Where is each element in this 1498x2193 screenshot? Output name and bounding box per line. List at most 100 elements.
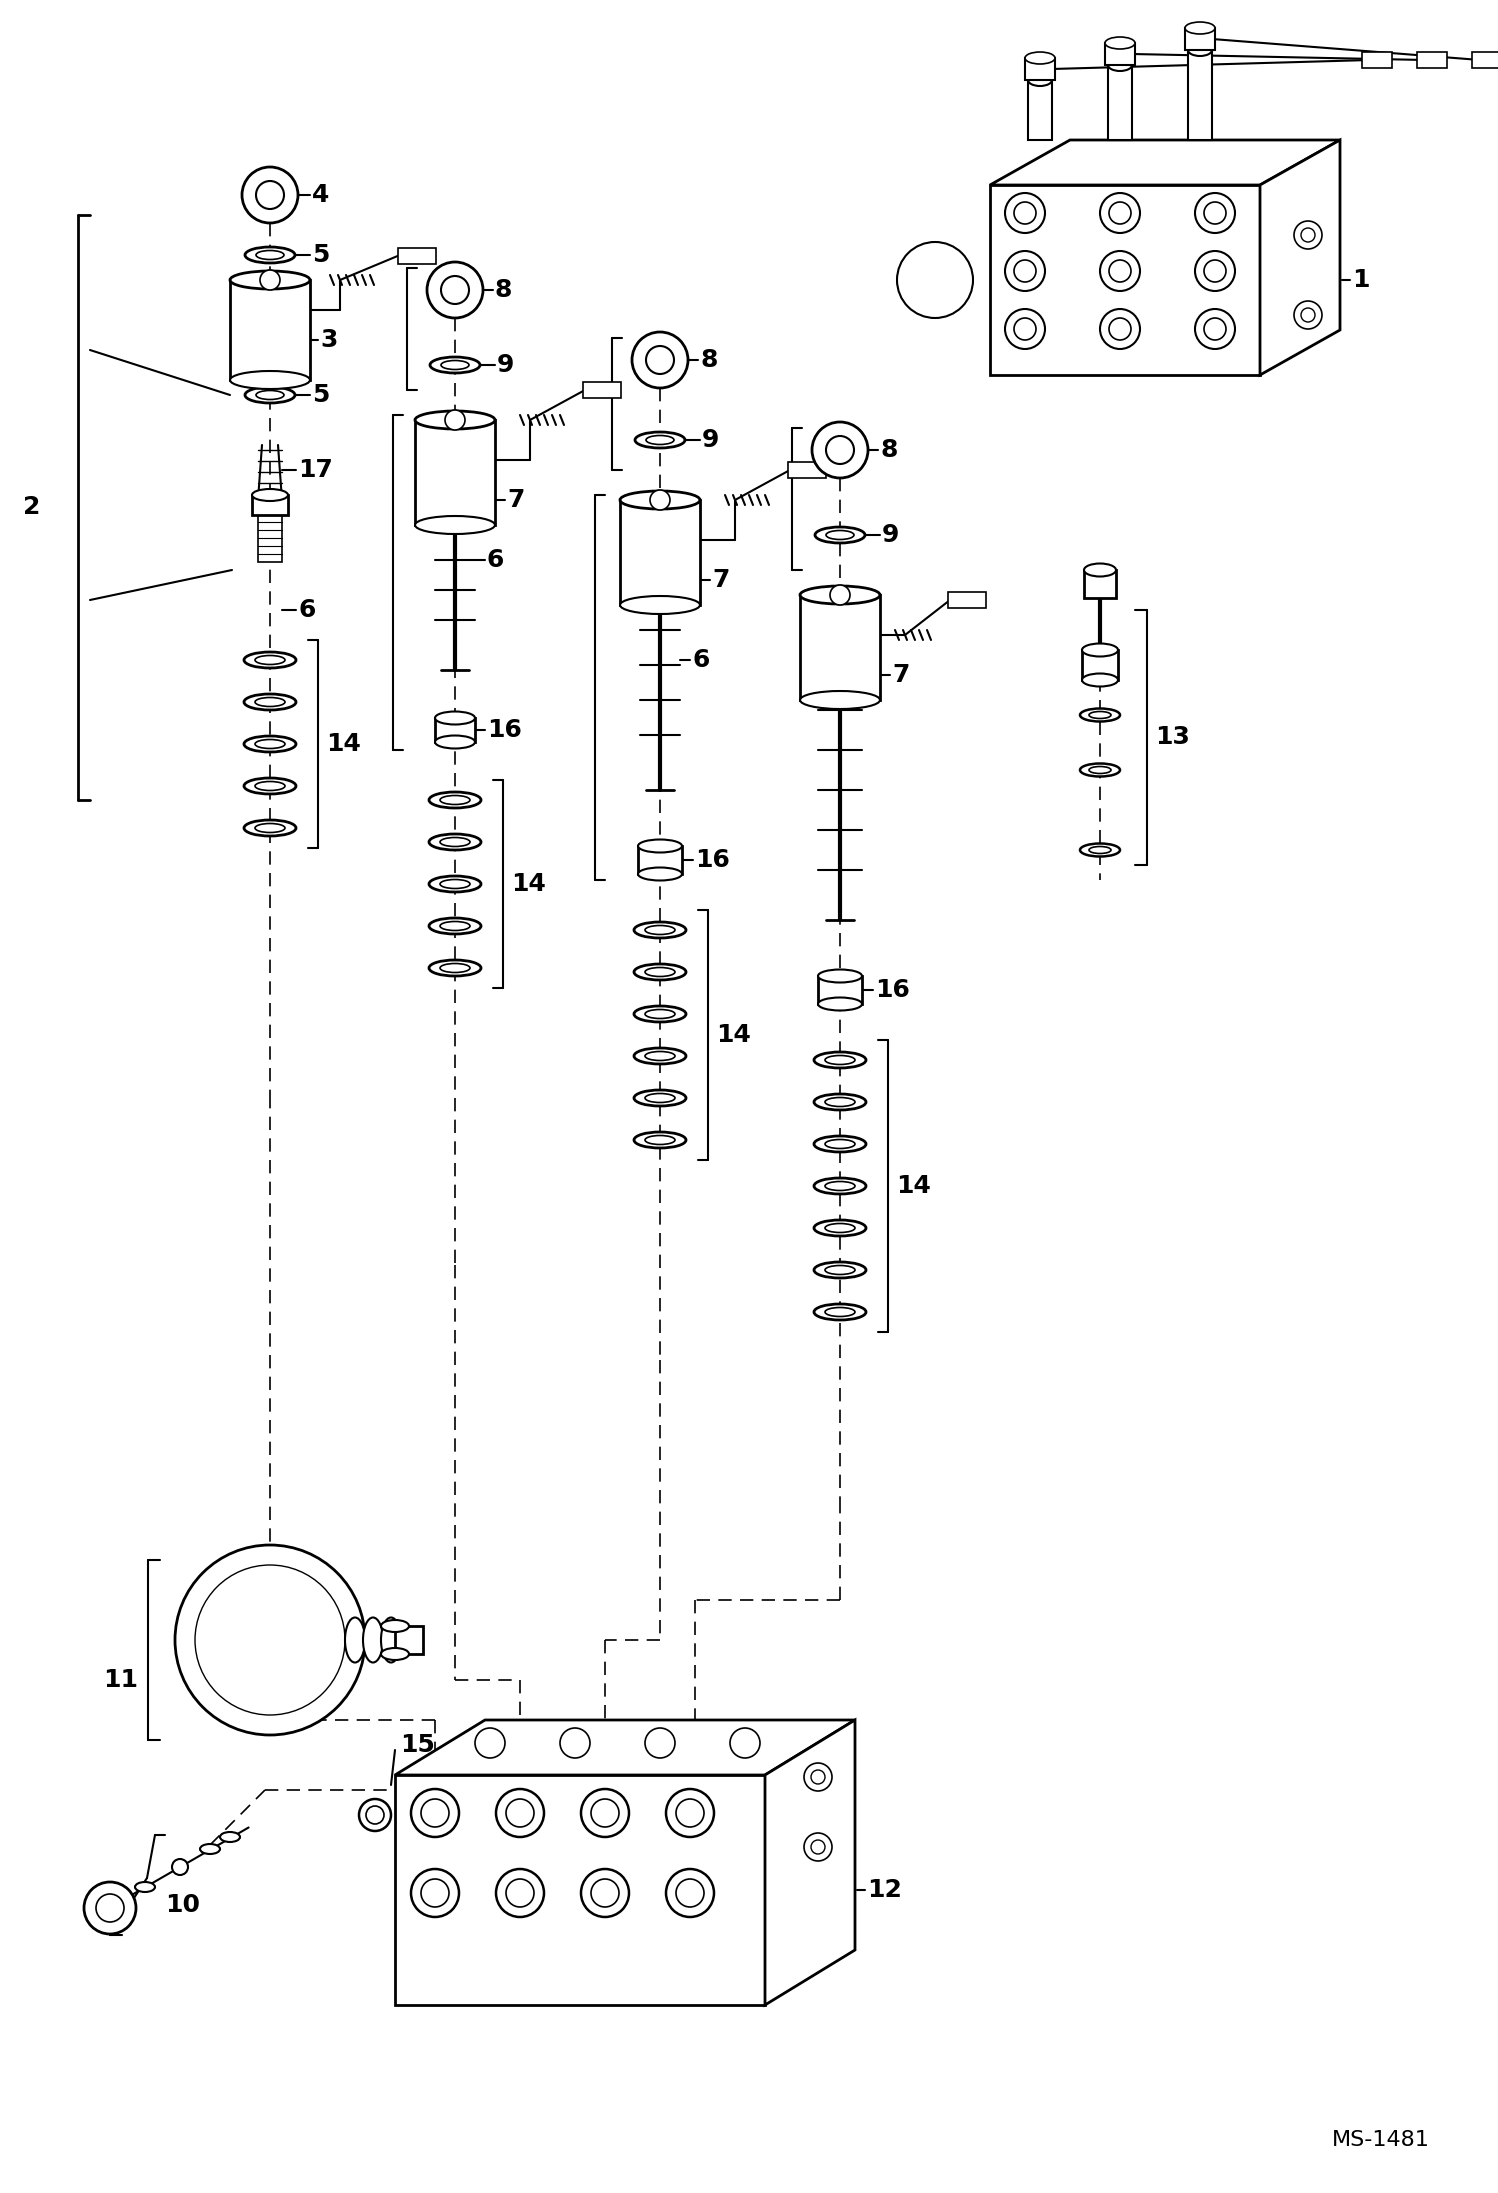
Bar — [1362, 53, 1392, 68]
Text: 14: 14 — [716, 1022, 750, 1046]
Circle shape — [1109, 318, 1131, 340]
Ellipse shape — [1080, 763, 1121, 776]
Circle shape — [506, 1798, 533, 1827]
Text: 9: 9 — [703, 428, 719, 452]
Bar — [258, 511, 282, 561]
Text: 8: 8 — [494, 279, 512, 303]
Circle shape — [496, 1789, 544, 1838]
Ellipse shape — [135, 1882, 154, 1893]
Polygon shape — [395, 1719, 855, 1774]
Text: 11: 11 — [103, 1669, 138, 1693]
Circle shape — [804, 1763, 831, 1792]
Ellipse shape — [255, 781, 285, 789]
Circle shape — [810, 1840, 825, 1853]
Text: 10: 10 — [165, 1893, 201, 1917]
Circle shape — [650, 489, 670, 511]
Bar — [788, 463, 825, 478]
Bar — [1417, 53, 1447, 68]
Polygon shape — [765, 1719, 855, 2004]
Circle shape — [667, 1868, 715, 1917]
Text: 6: 6 — [692, 647, 710, 671]
Ellipse shape — [813, 1178, 866, 1193]
Circle shape — [1294, 300, 1323, 329]
Ellipse shape — [813, 1136, 866, 1151]
Ellipse shape — [646, 1050, 676, 1061]
Ellipse shape — [1109, 59, 1132, 70]
Circle shape — [1100, 250, 1140, 292]
Ellipse shape — [231, 272, 310, 289]
Ellipse shape — [244, 820, 297, 836]
Bar — [252, 496, 288, 515]
Ellipse shape — [1089, 768, 1112, 774]
Text: 7: 7 — [506, 489, 524, 511]
Circle shape — [1195, 250, 1234, 292]
Ellipse shape — [825, 1224, 855, 1232]
Ellipse shape — [634, 1132, 686, 1147]
Bar — [434, 717, 475, 741]
Ellipse shape — [634, 965, 686, 980]
Circle shape — [96, 1895, 124, 1921]
Circle shape — [84, 1882, 136, 1934]
Circle shape — [1100, 193, 1140, 232]
Bar — [231, 281, 310, 379]
Bar — [638, 846, 682, 875]
Circle shape — [667, 1789, 715, 1838]
Circle shape — [440, 276, 469, 305]
Text: 6: 6 — [298, 599, 316, 623]
Text: 14: 14 — [511, 873, 545, 897]
Ellipse shape — [360, 1798, 391, 1831]
Ellipse shape — [366, 1807, 383, 1825]
Text: 7: 7 — [712, 568, 730, 592]
Bar — [1188, 50, 1212, 140]
Ellipse shape — [1106, 37, 1135, 48]
Ellipse shape — [1085, 564, 1116, 577]
Ellipse shape — [825, 1096, 855, 1107]
Ellipse shape — [244, 693, 297, 711]
Bar — [583, 382, 622, 397]
Circle shape — [175, 1546, 366, 1735]
Text: 5: 5 — [312, 384, 330, 408]
Ellipse shape — [363, 1618, 383, 1662]
Ellipse shape — [818, 969, 861, 982]
Bar — [800, 594, 879, 700]
Circle shape — [646, 346, 674, 375]
Ellipse shape — [638, 868, 682, 882]
Bar — [415, 421, 494, 524]
Ellipse shape — [813, 1219, 866, 1237]
Ellipse shape — [1089, 846, 1112, 853]
Ellipse shape — [244, 651, 297, 669]
Text: 8: 8 — [879, 439, 897, 463]
Circle shape — [421, 1879, 449, 1908]
Ellipse shape — [813, 1094, 866, 1110]
Ellipse shape — [345, 1618, 366, 1662]
Ellipse shape — [634, 921, 686, 939]
Ellipse shape — [1082, 673, 1118, 686]
Ellipse shape — [428, 961, 481, 976]
Circle shape — [632, 331, 688, 388]
Text: 2: 2 — [22, 496, 40, 520]
Circle shape — [496, 1868, 544, 1917]
Circle shape — [1204, 261, 1225, 283]
Ellipse shape — [246, 386, 295, 404]
Ellipse shape — [1025, 53, 1055, 64]
Bar — [948, 592, 986, 607]
Circle shape — [676, 1879, 704, 1908]
Circle shape — [830, 586, 849, 605]
Ellipse shape — [646, 436, 674, 445]
Text: 8: 8 — [700, 349, 718, 373]
Circle shape — [560, 1728, 590, 1759]
Text: 16: 16 — [487, 717, 521, 741]
Ellipse shape — [434, 711, 475, 724]
Ellipse shape — [634, 1007, 686, 1022]
Ellipse shape — [201, 1844, 220, 1853]
Ellipse shape — [646, 1009, 676, 1018]
Ellipse shape — [646, 1136, 676, 1145]
Circle shape — [1005, 193, 1046, 232]
Ellipse shape — [634, 1048, 686, 1064]
Ellipse shape — [825, 1182, 855, 1191]
Ellipse shape — [440, 360, 469, 368]
Ellipse shape — [635, 432, 685, 447]
Circle shape — [581, 1789, 629, 1838]
Bar — [1109, 66, 1132, 140]
Ellipse shape — [415, 515, 494, 535]
